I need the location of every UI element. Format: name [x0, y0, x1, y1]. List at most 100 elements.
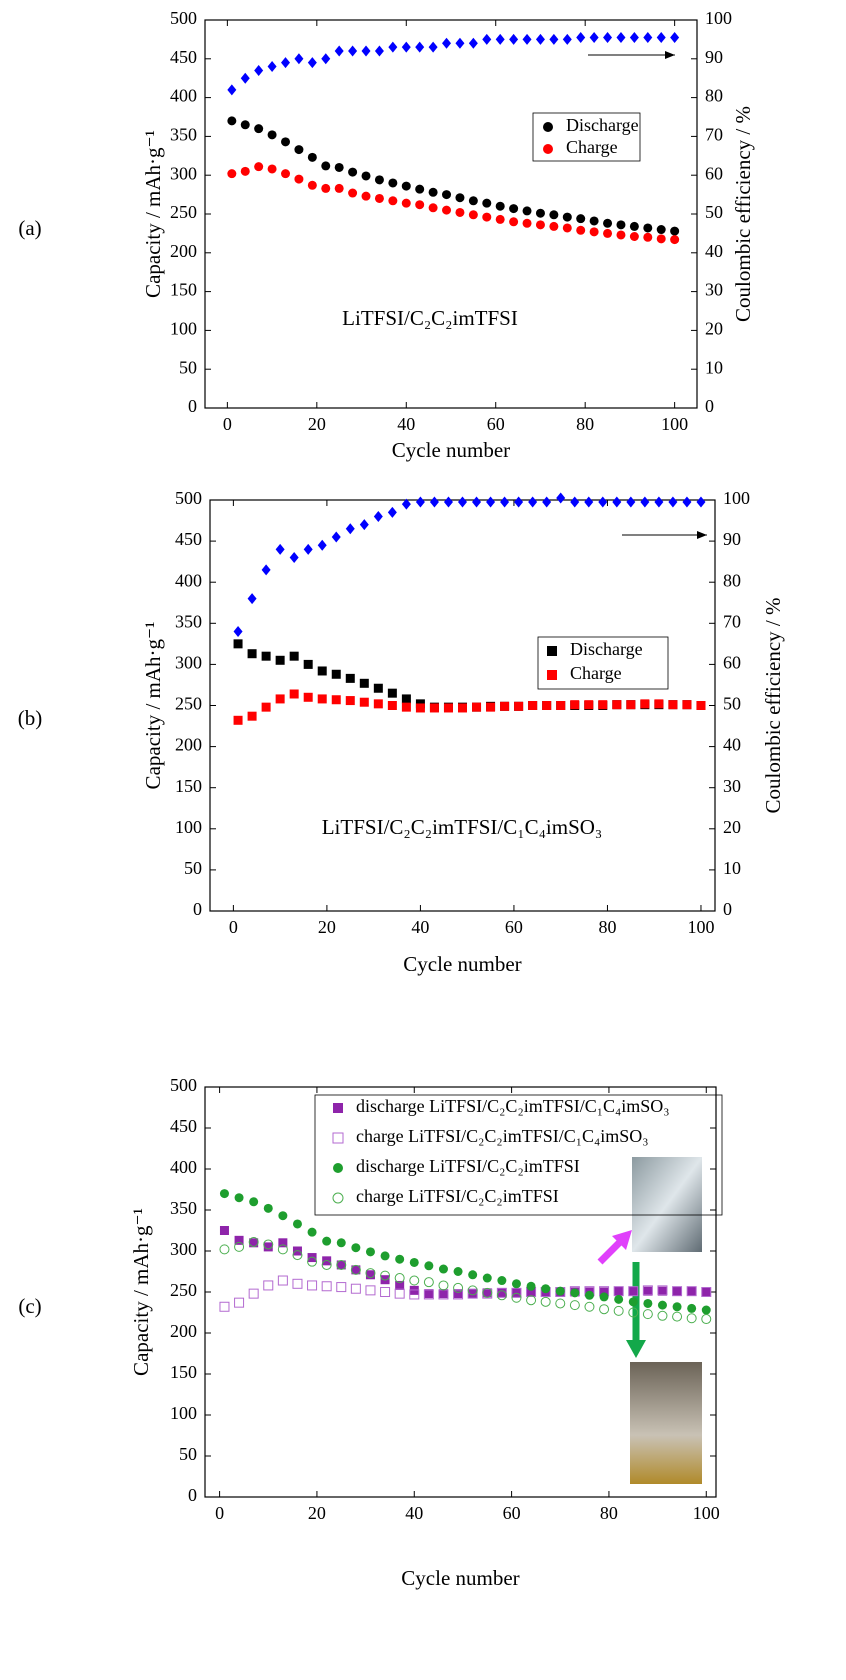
- marker: [522, 33, 532, 45]
- marker: [428, 203, 438, 213]
- marker: [576, 31, 586, 43]
- marker: [365, 1285, 376, 1296]
- arrow-head: [612, 1230, 632, 1250]
- marker: [654, 699, 664, 709]
- marker: [535, 33, 545, 45]
- marker: [509, 204, 519, 214]
- marker: [415, 41, 425, 53]
- y-tick-label: 50: [179, 1444, 197, 1464]
- y2-tick-label: 30: [705, 280, 723, 300]
- marker: [359, 519, 369, 531]
- marker: [495, 201, 505, 211]
- marker: [612, 700, 622, 710]
- marker: [543, 122, 553, 132]
- marker: [227, 84, 237, 96]
- y-tick-label: 50: [179, 357, 197, 377]
- marker: [409, 1275, 420, 1286]
- marker: [616, 230, 626, 240]
- x-axis-label: Cycle number: [401, 1566, 519, 1590]
- marker: [281, 57, 291, 69]
- marker: [497, 1276, 507, 1286]
- y2-tick-label: 90: [723, 529, 741, 549]
- y-tick-label: 200: [170, 1321, 197, 1341]
- marker: [401, 198, 411, 208]
- marker: [500, 496, 510, 508]
- marker: [409, 1257, 419, 1267]
- marker: [522, 218, 532, 228]
- marker: [281, 169, 291, 179]
- marker: [247, 711, 257, 721]
- marker: [336, 1238, 346, 1248]
- marker: [543, 144, 553, 154]
- marker: [429, 703, 439, 713]
- y2-axis-label: Coulombic efficiency / %: [731, 106, 755, 322]
- marker: [438, 1280, 449, 1291]
- photo: [632, 1157, 702, 1252]
- y-tick-label: 500: [170, 8, 197, 28]
- y-tick-label: 350: [170, 1198, 197, 1218]
- marker: [640, 496, 650, 508]
- marker: [401, 181, 411, 191]
- marker: [317, 694, 327, 704]
- y-tick-label: 200: [170, 241, 197, 261]
- marker: [361, 45, 371, 57]
- marker: [240, 120, 250, 130]
- marker: [429, 496, 439, 508]
- marker: [415, 200, 425, 210]
- marker: [254, 124, 264, 134]
- marker: [497, 1288, 507, 1298]
- marker: [642, 1285, 653, 1296]
- marker: [249, 1197, 259, 1207]
- marker: [629, 221, 639, 231]
- y-tick-label: 400: [170, 86, 197, 106]
- legend-label: charge LiTFSI/C₂C₂imTFSI/C₁C₄imSO₃: [356, 1126, 649, 1146]
- marker: [261, 564, 271, 576]
- marker: [234, 1193, 244, 1203]
- marker: [668, 496, 678, 508]
- marker: [350, 1283, 361, 1294]
- marker: [267, 130, 277, 140]
- marker: [628, 1307, 639, 1318]
- marker: [482, 212, 492, 222]
- marker: [643, 232, 653, 242]
- marker: [598, 496, 608, 508]
- marker: [584, 496, 594, 508]
- marker: [321, 183, 331, 193]
- marker: [613, 1305, 624, 1316]
- marker: [482, 33, 492, 45]
- marker: [496, 1287, 507, 1298]
- marker: [555, 1298, 566, 1309]
- marker: [686, 1313, 697, 1324]
- marker: [603, 228, 613, 238]
- marker: [388, 178, 398, 188]
- marker: [247, 593, 257, 605]
- y-tick-label: 150: [170, 280, 197, 300]
- marker: [455, 207, 465, 217]
- marker: [332, 1132, 344, 1144]
- marker: [589, 216, 599, 226]
- marker: [351, 1265, 361, 1275]
- marker: [438, 1264, 448, 1274]
- marker: [549, 33, 559, 45]
- y2-tick-label: 20: [723, 817, 741, 837]
- marker: [643, 223, 653, 233]
- marker: [584, 1290, 594, 1300]
- y2-tick-label: 50: [705, 202, 723, 222]
- marker: [336, 1260, 346, 1270]
- y-tick-label: 100: [170, 1403, 197, 1423]
- annotation: LiTFSI/C₂C₂imTFSI/C₁C₄imSO₃: [322, 815, 603, 839]
- y-tick-label: 250: [175, 694, 202, 714]
- marker: [361, 191, 371, 201]
- marker: [219, 1189, 229, 1199]
- marker: [307, 1227, 317, 1237]
- plot-frame: [204, 19, 698, 409]
- marker: [219, 1301, 230, 1312]
- y-tick-label: 150: [175, 776, 202, 796]
- y2-tick-label: 80: [723, 570, 741, 590]
- marker: [701, 1314, 712, 1325]
- marker: [589, 227, 599, 237]
- annotation: LiTFSI/C₂C₂imTFSI: [342, 306, 518, 330]
- marker: [395, 1254, 405, 1264]
- y2-tick-label: 100: [705, 8, 732, 28]
- marker: [654, 496, 664, 508]
